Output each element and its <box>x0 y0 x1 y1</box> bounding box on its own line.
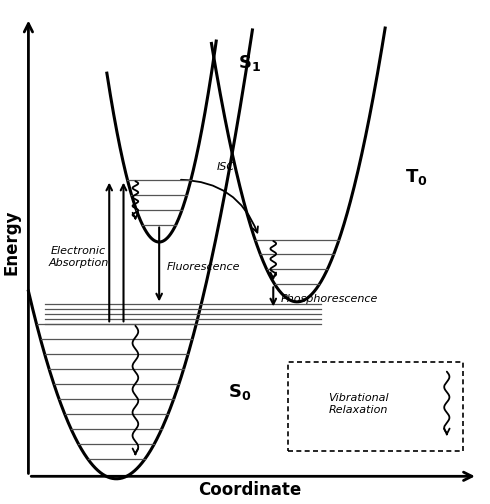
Text: Electronic
Absorption: Electronic Absorption <box>48 246 108 268</box>
Text: ISC: ISC <box>217 162 235 172</box>
Text: Vibrational
Relaxation: Vibrational Relaxation <box>328 393 389 415</box>
Text: Phosphorescence: Phosphorescence <box>280 294 378 304</box>
Text: $\mathbf{S_0}$: $\mathbf{S_0}$ <box>228 382 252 402</box>
Text: Coordinate: Coordinate <box>198 481 301 499</box>
FancyBboxPatch shape <box>288 362 464 452</box>
Text: Energy: Energy <box>3 209 21 275</box>
FancyArrowPatch shape <box>181 180 258 232</box>
Text: $\mathbf{T_0}$: $\mathbf{T_0}$ <box>405 167 427 187</box>
Text: $\mathbf{S_1}$: $\mathbf{S_1}$ <box>238 52 261 73</box>
Text: Fluorescence: Fluorescence <box>166 262 240 272</box>
